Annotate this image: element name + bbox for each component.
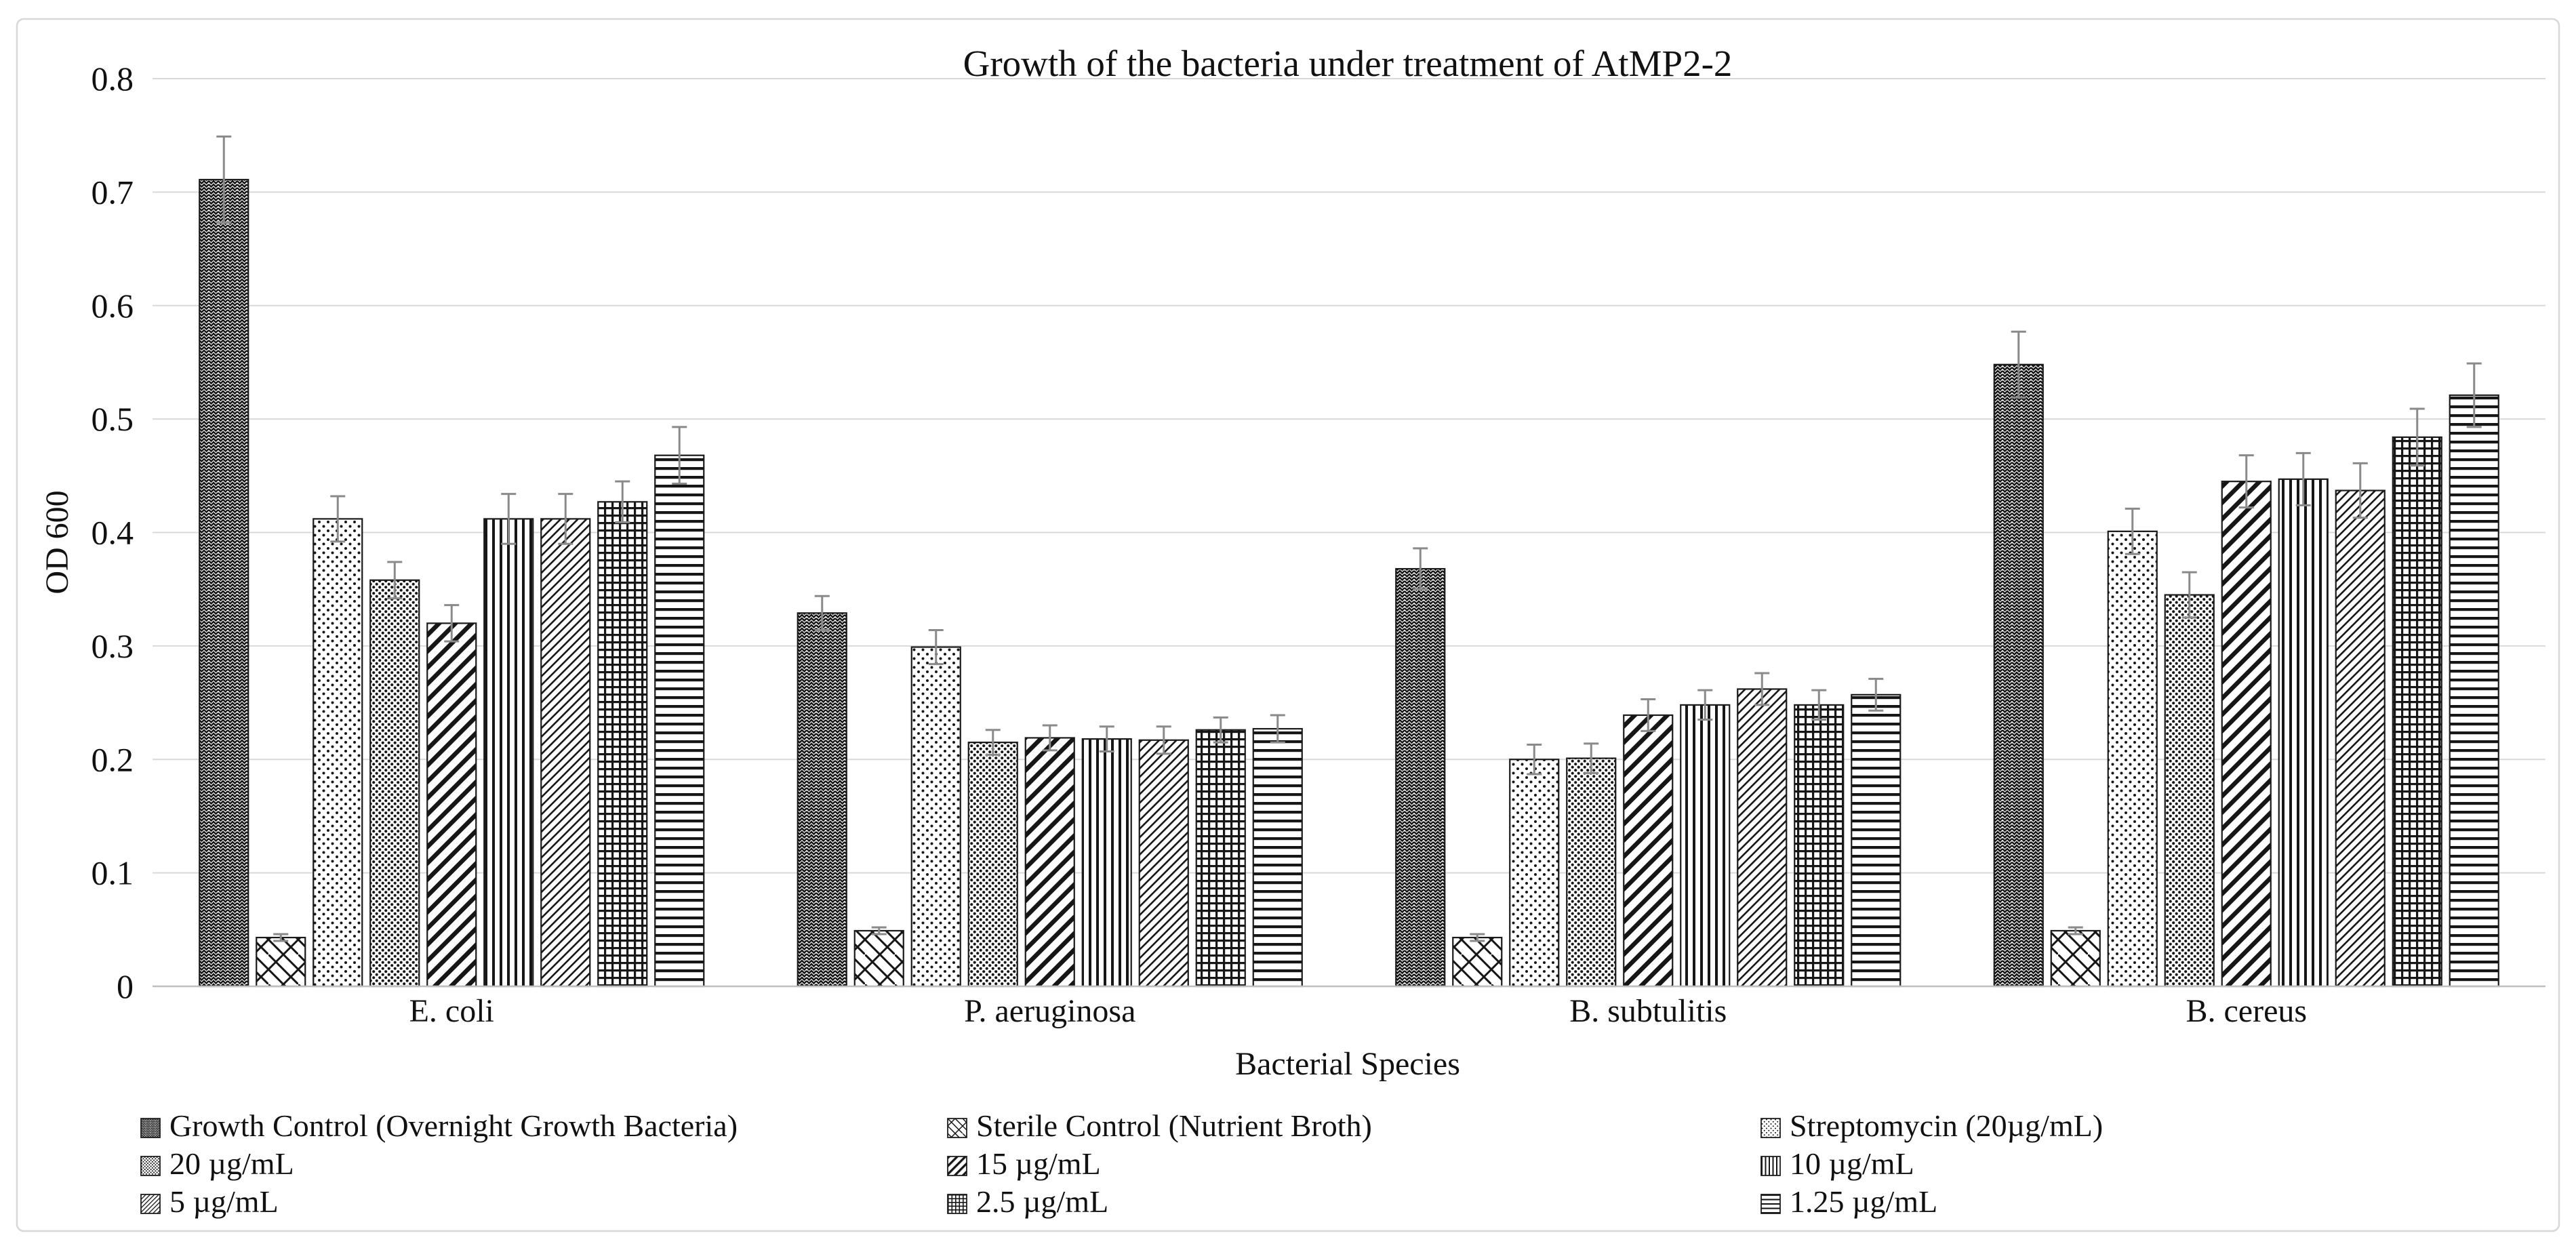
y-axis-title: OD 600 xyxy=(39,490,75,594)
bar-b-cereus xyxy=(2392,436,2442,988)
bar-e-coli xyxy=(540,518,591,988)
legend-label: 10 µg/mL xyxy=(1790,1146,1914,1181)
legend-label: 15 µg/mL xyxy=(976,1146,1101,1181)
bar-b-subtulitis xyxy=(1566,757,1617,988)
error-bars xyxy=(216,135,2482,942)
bar-p-aeruginosa xyxy=(1024,737,1075,988)
legend-swatch-diagonal-brick xyxy=(947,1118,967,1138)
bar-e-coli xyxy=(256,936,306,988)
legend-swatch xyxy=(1760,1118,1781,1138)
category-label: E. coli xyxy=(409,993,494,1029)
legend-label: Growth Control (Overnight Growth Bacteri… xyxy=(169,1108,738,1143)
chart-title: Growth of the bacteria under treatment o… xyxy=(963,43,1733,84)
bar-b-cereus xyxy=(2050,929,2101,988)
bar-p-aeruginosa xyxy=(1252,727,1303,988)
legend-swatch-vertical-lines xyxy=(1760,1156,1781,1176)
bar-e-coli xyxy=(369,579,420,988)
y-tick-labels: 0 0.1 0.2 0.3 0.4 0.5 0.6 0.7 0.8 xyxy=(92,60,134,1005)
legend-swatch-herringbone xyxy=(140,1118,161,1138)
bar-p-aeruginosa xyxy=(910,646,961,988)
bar-b-cereus xyxy=(2449,394,2499,988)
x-axis-title: Bacterial Species xyxy=(1235,1046,1460,1082)
bar-e-coli xyxy=(426,622,477,988)
category-label: P. aeruginosa xyxy=(964,993,1135,1029)
bar-e-coli xyxy=(483,518,534,988)
bar-b-subtulitis xyxy=(1452,936,1503,988)
y-tick-label: 0.2 xyxy=(92,740,134,778)
bar-b-subtulitis xyxy=(1794,704,1845,988)
bar-p-aeruginosa xyxy=(1081,738,1132,988)
bar-p-aeruginosa xyxy=(853,929,904,988)
y-tick-label: 0.4 xyxy=(92,514,134,552)
bar-b-cereus xyxy=(1993,363,2044,988)
category-label: B. subtulitis xyxy=(1569,993,1727,1029)
legend-swatch xyxy=(947,1118,967,1138)
bar-e-coli xyxy=(654,454,705,988)
legend-swatch xyxy=(947,1156,967,1176)
y-tick-label: 0.6 xyxy=(92,287,134,325)
y-tick-label: 0.1 xyxy=(92,854,134,892)
bar-p-aeruginosa xyxy=(1138,739,1189,988)
bar-b-subtulitis xyxy=(1509,759,1560,988)
legend-swatch xyxy=(140,1118,161,1138)
bars xyxy=(199,178,2499,988)
y-tick-label: 0.5 xyxy=(92,400,134,438)
legend-label: 5 µg/mL xyxy=(169,1184,279,1219)
card-background xyxy=(16,18,2560,1232)
legend-swatch-sparse-dots xyxy=(1760,1118,1781,1138)
legend-swatch xyxy=(1760,1156,1781,1176)
legend-swatch-light-upward-diagonal xyxy=(140,1194,161,1214)
bar-b-subtulitis xyxy=(1851,693,1901,988)
bar-p-aeruginosa xyxy=(797,612,847,988)
legend-swatch-grid xyxy=(947,1194,967,1214)
bar-b-cereus xyxy=(2221,481,2272,988)
bar-e-coli xyxy=(313,518,363,988)
bar-b-subtulitis xyxy=(1395,567,1446,988)
bar-b-subtulitis xyxy=(1680,704,1731,988)
legend-swatch xyxy=(140,1194,161,1214)
y-tick-label: 0 xyxy=(117,967,134,1005)
bar-b-cereus xyxy=(2335,489,2386,988)
legend-swatch xyxy=(1760,1194,1781,1214)
bar-b-cereus xyxy=(2278,478,2329,988)
legend-label: 1.25 µg/mL xyxy=(1790,1184,1937,1219)
legend-label: Streptomycin (20µg/mL) xyxy=(1790,1108,2103,1143)
legend: Growth Control (Overnight Growth Bacteri… xyxy=(140,1108,2103,1219)
y-tick-label: 0.3 xyxy=(92,627,134,665)
legend-swatch xyxy=(947,1194,967,1214)
bar-b-subtulitis xyxy=(1623,714,1674,988)
bar-b-subtulitis xyxy=(1737,688,1788,988)
legend-swatch-dense-dots xyxy=(140,1156,161,1176)
legend-label: 2.5 µg/mL xyxy=(976,1184,1108,1219)
bar-e-coli xyxy=(597,501,648,988)
bar-p-aeruginosa xyxy=(1195,729,1246,988)
category-label: B. cereus xyxy=(2186,993,2307,1029)
bar-e-coli xyxy=(199,178,249,988)
y-tick-label: 0.8 xyxy=(92,60,134,98)
category-labels: E. coli P. aeruginosa B. subtulitis B. cere… xyxy=(409,993,2307,1029)
legend-label: 20 µg/mL xyxy=(169,1146,294,1181)
legend-swatch xyxy=(140,1156,161,1176)
legend-label: Sterile Control (Nutrient Broth) xyxy=(976,1108,1372,1143)
y-tick-label: 0.7 xyxy=(92,173,134,211)
bar-b-cereus xyxy=(2107,530,2158,988)
legend-swatch-wide-upward-diagonal xyxy=(947,1156,967,1176)
bar-b-cereus xyxy=(2164,594,2215,988)
bar-p-aeruginosa xyxy=(967,742,1018,988)
legend-swatch-horizontal-lines xyxy=(1760,1194,1781,1214)
